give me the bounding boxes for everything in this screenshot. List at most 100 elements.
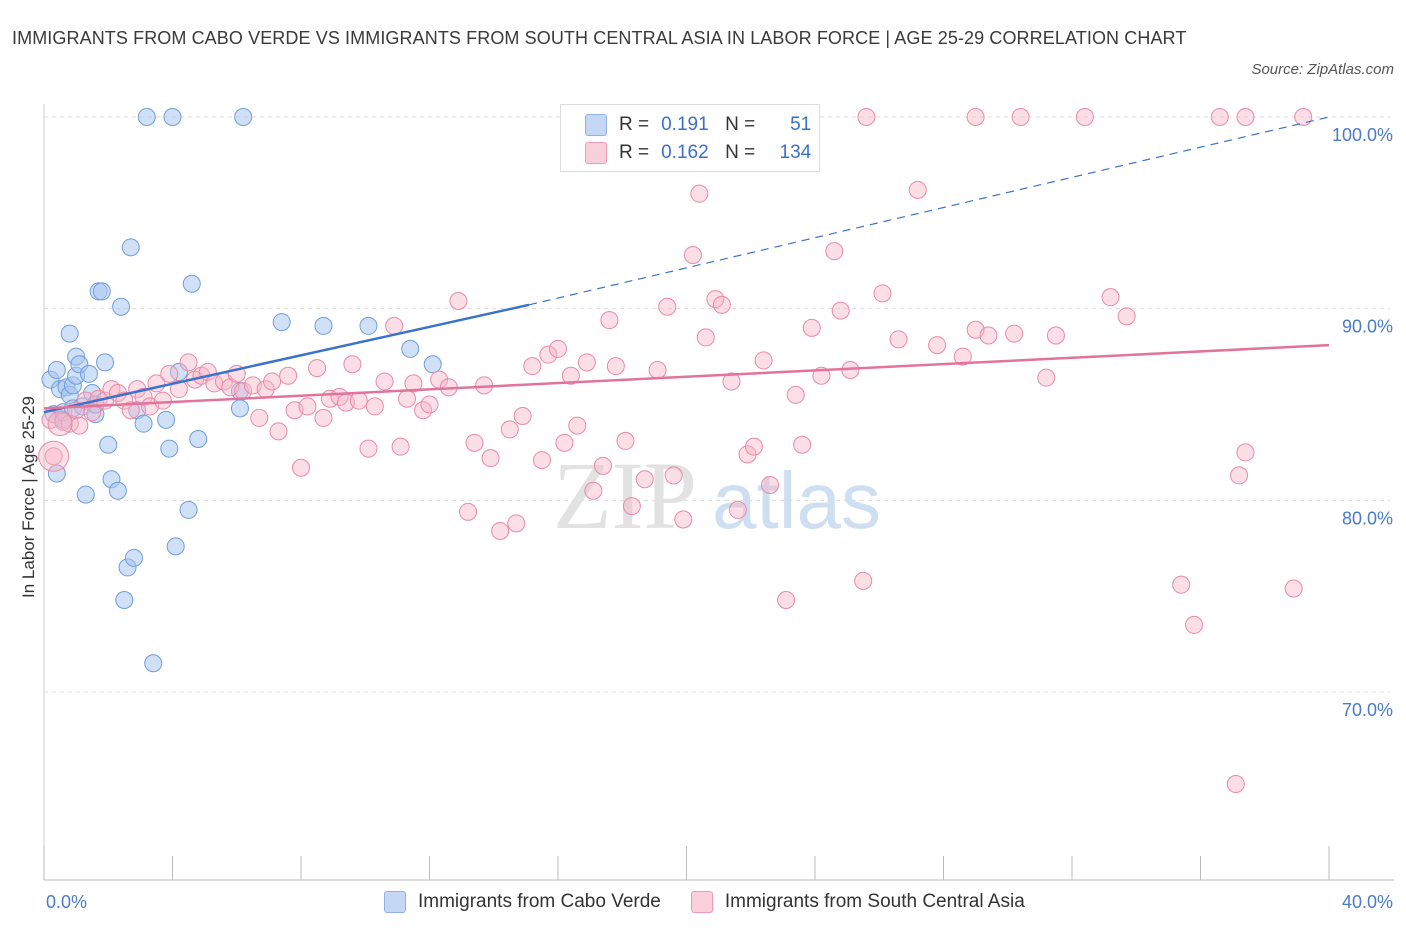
legend-swatch-south-central-asia [690,891,713,913]
data-point-south-central-asia [449,292,468,310]
data-point-cabo-verde [359,316,378,335]
data-point-south-central-asia [539,345,558,364]
data-point-south-central-asia [674,510,693,529]
data-point-south-central-asia [831,301,850,320]
axes [43,104,1394,881]
n-label: N = [725,142,756,163]
data-point-south-central-asia [744,437,763,456]
data-point-cabo-verde [234,108,253,126]
data-point-south-central-asia [1210,108,1229,126]
data-point-south-central-asia [47,411,73,437]
data-point-south-central-asia [754,351,773,370]
data-point-cabo-verde [60,324,79,343]
x-tick-label: 0.0% [46,892,87,912]
data-point-south-central-asia [696,328,715,347]
data-point-south-central-asia [38,440,70,472]
data-point-south-central-asia [523,357,542,376]
data-point-south-central-asia [465,433,484,452]
data-point-south-central-asia [507,514,526,533]
data-point-cabo-verde [76,485,95,504]
y-axis-label: In Labor Force | Age 25-29 [19,396,38,598]
series-legend: Immigrants from Cabo Verde Immigrants fr… [384,888,1055,916]
data-point-south-central-asia [359,439,378,458]
legend-item-south-central-asia[interactable]: Immigrants from South Central Asia [690,891,1025,913]
data-point-south-central-asia [577,353,596,372]
data-point-south-central-asia [979,326,998,345]
data-point-south-central-asia [1236,443,1255,462]
data-point-south-central-asia [404,374,423,393]
r-label: R = [619,114,650,135]
data-point-south-central-asia [1172,575,1191,594]
data-point-south-central-asia [1005,324,1024,343]
data-point-cabo-verde [124,548,143,567]
data-point-south-central-asia [622,497,641,516]
data-point-south-central-asia [308,359,327,378]
y-tick-label: 90.0% [1342,317,1393,337]
data-point-cabo-verde [166,537,185,556]
data-point-south-central-asia [658,297,677,316]
n-value: 134 [779,142,812,163]
data-point-south-central-asia [953,347,972,366]
watermark-zip: ZIP [553,442,697,549]
data-point-cabo-verde [160,439,179,458]
data-point-south-central-asia [70,416,89,435]
x-tick-label: 40.0% [1342,892,1393,912]
data-point-south-central-asia [398,389,417,408]
data-point-south-central-asia [854,571,873,590]
data-point-south-central-asia [549,339,567,358]
data-point-south-central-asia [1236,108,1255,126]
n-label: N = [725,114,756,135]
data-point-south-central-asia [928,336,947,355]
data-point-south-central-asia [561,366,580,385]
data-point-south-central-asia [391,437,410,456]
data-point-south-central-asia [712,295,731,314]
data-point-south-central-asia [761,476,780,494]
legend-label-south-central-asia: Immigrants from South Central Asia [724,891,1025,912]
data-point-south-central-asia [1046,326,1065,345]
data-point-south-central-asia [459,502,478,521]
data-point-south-central-asia [593,456,612,475]
y-tick-label: 70.0% [1342,700,1393,720]
data-point-south-central-asia [606,357,625,376]
data-point-cabo-verde [314,316,333,335]
data-point-south-central-asia [1101,288,1120,307]
legend-label-cabo-verde: Immigrants from Cabo Verde [418,891,661,912]
n-value: 51 [790,114,812,135]
trend-line-south-central-asia [43,343,1330,410]
legend-row-cabo-verde: R = 0.191 N = 51 [585,111,811,139]
trend-extension-cabo-verde [528,116,1330,306]
data-point-cabo-verde [121,238,140,257]
data-point-south-central-asia [269,422,288,441]
data-point-south-central-asia [500,420,519,439]
y-tick-label: 80.0% [1342,508,1393,528]
data-point-south-central-asia [600,311,619,330]
legend-swatch-south-central-asia [585,142,607,164]
data-point-south-central-asia [153,391,172,410]
source-label: Source: ZipAtlas.com [1251,61,1394,78]
data-point-cabo-verde [189,430,208,448]
legend-item-cabo-verde[interactable]: Immigrants from Cabo Verde [384,891,661,913]
data-point-south-central-asia [1185,615,1204,634]
data-point-south-central-asia [121,401,140,420]
y-tick-label: 100.0% [1332,125,1393,145]
data-point-south-central-asia [802,318,821,337]
data-point-cabo-verde [230,399,249,418]
data-point-cabo-verde [99,435,118,454]
data-point-south-central-asia [169,380,188,399]
data-point-south-central-asia [279,366,298,385]
data-point-cabo-verde [157,410,176,429]
data-point-cabo-verde [179,500,198,519]
data-point-south-central-asia [481,449,500,468]
data-point-cabo-verde [144,654,163,673]
data-point-south-central-asia [568,416,587,435]
data-point-south-central-asia [385,316,404,335]
data-point-south-central-asia [683,246,702,264]
data-point-south-central-asia [298,397,317,416]
data-point-south-central-asia [250,408,269,427]
data-point-south-central-asia [365,397,384,416]
data-point-cabo-verde [115,591,134,609]
data-point-cabo-verde [182,274,201,293]
data-point-cabo-verde [137,108,156,126]
data-point-south-central-asia [1037,368,1056,387]
data-point-south-central-asia [1117,307,1136,326]
